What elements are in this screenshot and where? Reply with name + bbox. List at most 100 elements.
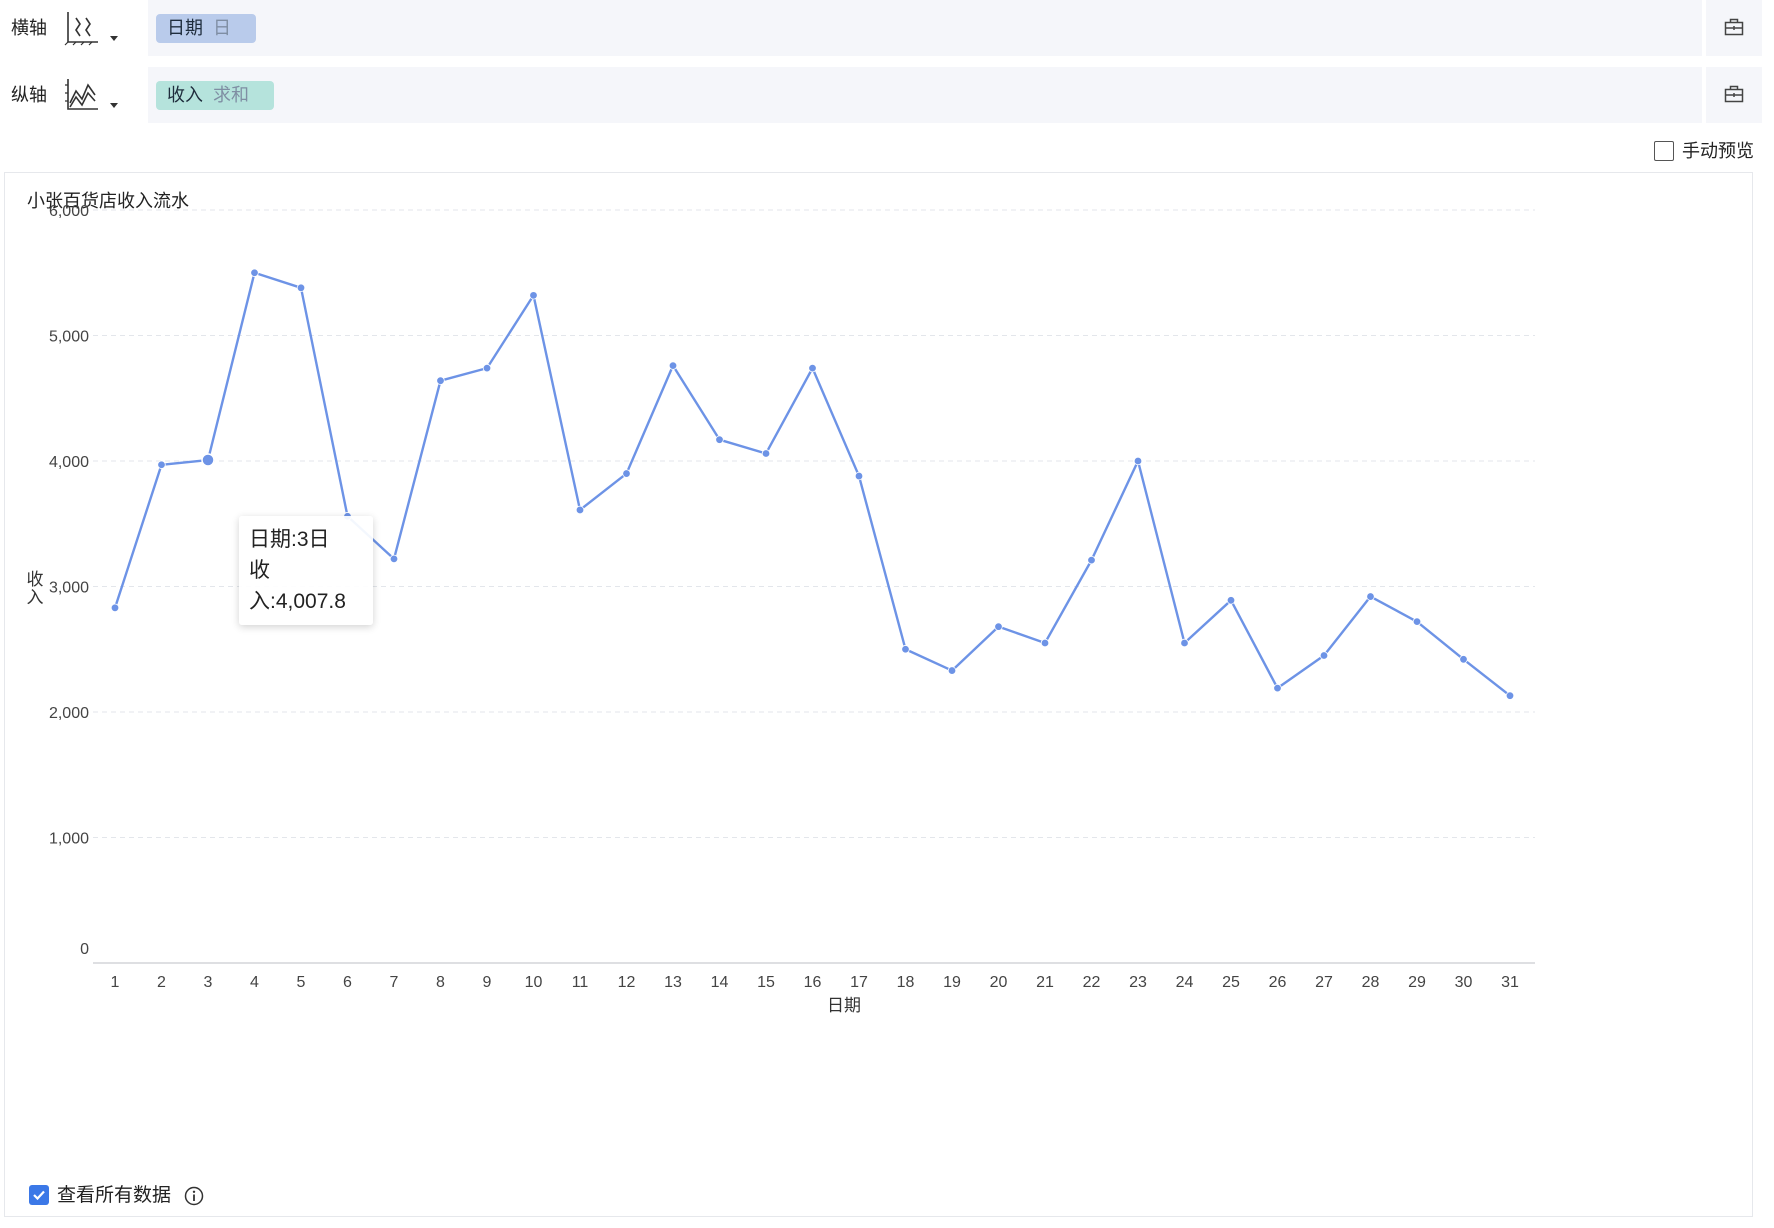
x-tick-label: 21 [1036, 974, 1054, 991]
x-axis-title: 日期 [827, 996, 861, 1015]
x-tick-label: 18 [897, 974, 915, 991]
manual-preview-toggle[interactable]: 手动预览 [1654, 139, 1754, 163]
info-icon[interactable] [184, 1186, 204, 1206]
x-tick-label: 29 [1408, 974, 1426, 991]
y-tick-label: 2,000 [49, 705, 89, 722]
x-tick-label: 28 [1362, 974, 1380, 991]
y-field-aggregate[interactable]: 求和 [213, 85, 249, 105]
data-point [761, 449, 771, 458]
x-tick-label: 9 [483, 974, 492, 991]
y-axis-field-pill[interactable]: 收入 求和 [156, 81, 274, 110]
data-point [529, 291, 538, 300]
y-axis-type-dropdown[interactable] [110, 103, 118, 108]
x-axis-field-pill[interactable]: 日期日 [156, 14, 256, 43]
y-axis-settings-button[interactable] [1706, 67, 1762, 123]
x-tick-label: 13 [664, 974, 682, 991]
x-tick-label: 3 [204, 974, 213, 991]
data-point [436, 376, 445, 385]
x-axis-type-dropdown[interactable] [110, 36, 118, 41]
data-point [901, 645, 910, 654]
data-point [1180, 638, 1189, 648]
checkmark-icon [33, 1190, 45, 1201]
data-point [1505, 691, 1515, 700]
x-axis-drop-area[interactable]: 日期日 [148, 0, 1702, 56]
x-tick-label: 6 [343, 974, 352, 991]
data-point [296, 283, 306, 293]
data-point [668, 361, 678, 370]
x-tick-label: 27 [1315, 974, 1333, 991]
data-point [947, 666, 957, 675]
tooltip-date: 日期:3日 [249, 528, 330, 551]
data-point [808, 363, 817, 373]
data-point [201, 453, 215, 467]
x-tick-label: 12 [618, 974, 636, 991]
x-tick-label: 4 [250, 974, 259, 991]
data-point [389, 554, 399, 564]
y-axis-row: 纵轴 收入 求和 [0, 67, 1774, 123]
y-axis-title: 入 [27, 588, 44, 607]
tooltip-value: 收入:4,007.8 [249, 559, 346, 613]
y-tick-label: 3,000 [49, 580, 89, 597]
data-point [854, 471, 864, 481]
x-tick-label: 14 [711, 974, 729, 991]
x-axis-settings-button[interactable] [1706, 0, 1762, 56]
y-axis-label: 纵轴 [11, 85, 47, 105]
manual-preview-checkbox[interactable] [1654, 141, 1674, 161]
view-all-data-toggle[interactable]: 查看所有数据 [29, 1183, 204, 1209]
x-tick-label: 24 [1176, 974, 1194, 991]
x-tick-label: 19 [943, 974, 961, 991]
line-chart-icon[interactable] [64, 77, 100, 113]
series-line [113, 271, 1511, 697]
x-field-name: 日期 [167, 18, 203, 38]
x-tick-label: 22 [1083, 974, 1101, 991]
view-all-label: 查看所有数据 [57, 1185, 172, 1206]
data-point [110, 603, 120, 613]
x-tick-label: 5 [297, 974, 306, 991]
data-point [994, 622, 1003, 631]
y-axis-title: 收 [27, 570, 44, 589]
x-axis-label: 横轴 [11, 18, 47, 38]
x-tick-label: 23 [1129, 974, 1147, 991]
x-tick-label: 7 [390, 974, 399, 991]
x-tick-label: 26 [1269, 974, 1287, 991]
x-tick-label: 1 [111, 974, 120, 991]
y-tick-label: 1,000 [49, 831, 89, 848]
data-point [1319, 651, 1329, 660]
briefcase-icon [1724, 85, 1744, 103]
x-tick-label: 17 [850, 974, 868, 991]
data-point [1040, 638, 1050, 648]
briefcase-icon [1724, 18, 1744, 36]
x-tick-label: 25 [1222, 974, 1240, 991]
x-tick-label: 16 [804, 974, 822, 991]
x-tick-label: 15 [757, 974, 775, 991]
data-point [1273, 683, 1282, 693]
y-axis-drop-area[interactable]: 收入 求和 [148, 67, 1702, 123]
x-tick-label: 31 [1501, 974, 1519, 991]
y-tick-label: 5,000 [49, 329, 89, 346]
y-tick-label: 6,000 [49, 203, 89, 220]
y-tick-label: 0 [80, 941, 89, 958]
data-point [1412, 617, 1422, 626]
data-point [1226, 596, 1236, 605]
data-point [1459, 655, 1468, 664]
x-tick-label: 11 [572, 974, 589, 991]
manual-preview-label: 手动预览 [1682, 141, 1754, 161]
data-point [1366, 592, 1375, 601]
data-point [482, 363, 492, 373]
x-tick-label: 30 [1455, 974, 1473, 991]
view-all-checkbox[interactable] [29, 1185, 49, 1205]
x-axis-row: 横轴 日期日 [0, 0, 1774, 56]
chart-title: 小张百货店收入流水 [27, 191, 189, 211]
chart-panel: 小张百货店收入流水 0 1,000 2,000 3,000 4,000 5,000 6,00… [4, 172, 1753, 1217]
x-tick-label: 8 [436, 974, 445, 991]
x-tick-label: 20 [990, 974, 1008, 991]
x-field-granularity[interactable]: 日 [213, 18, 231, 38]
chart-tooltip: 日期:3日 收入:4,007.8 [239, 516, 373, 625]
y-tick-label: 4,000 [49, 454, 89, 471]
x-axis-type-icon[interactable] [64, 10, 100, 46]
data-point [1133, 456, 1143, 466]
x-tick-label: 2 [157, 974, 166, 991]
data-point [250, 268, 259, 277]
x-tick-label: 10 [525, 974, 543, 991]
